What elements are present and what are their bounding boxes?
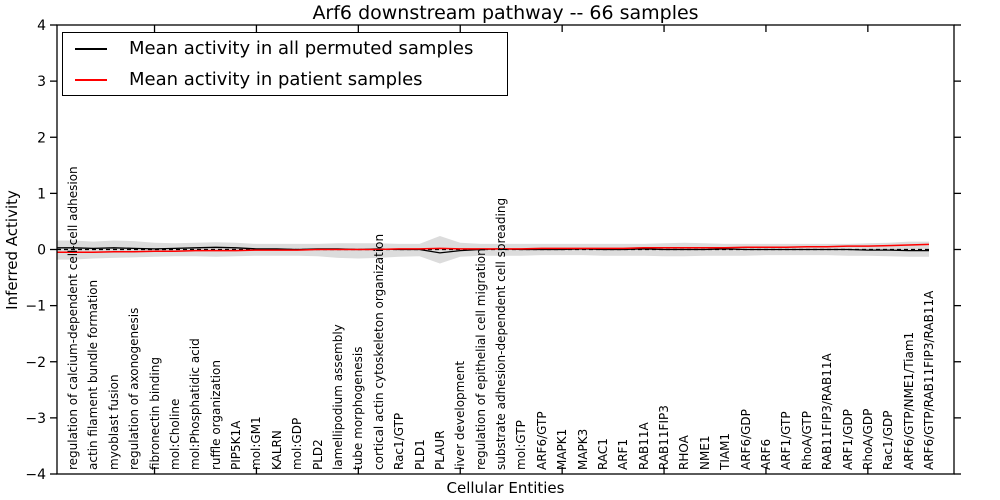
x-tick-label: ARF1/GTP bbox=[779, 411, 794, 470]
x-tick-label: NME1 bbox=[697, 435, 712, 470]
x-tick-label: tube morphogenesis bbox=[351, 346, 366, 470]
legend: Mean activity in all permuted samples Me… bbox=[62, 32, 508, 96]
patient-line-swatch bbox=[75, 78, 107, 81]
y-tick-label: 3 bbox=[37, 74, 46, 90]
x-tick-label: PLD2 bbox=[310, 439, 325, 470]
x-tick-label: ARF1 bbox=[616, 438, 631, 470]
x-tick-label: MAPK3 bbox=[575, 428, 590, 470]
x-tick-label: lamellipodium assembly bbox=[331, 324, 345, 470]
legend-item-patient: Mean activity in patient samples bbox=[75, 69, 507, 90]
x-tick-label: ARF6/GTP bbox=[534, 411, 549, 470]
x-tick-label: ARF6 bbox=[759, 438, 773, 470]
x-tick-label: PIP5K1A bbox=[229, 420, 243, 470]
x-tick-label: Rac1/GTP bbox=[392, 412, 407, 470]
chart-title: Arf6 downstream pathway -- 66 samples bbox=[312, 2, 699, 24]
y-tick-label: −1 bbox=[25, 299, 46, 315]
x-tick-label: fibronectin binding bbox=[147, 357, 162, 470]
x-tick-label: RHOA bbox=[677, 435, 692, 470]
x-tick-label: mol:Choline bbox=[167, 398, 182, 470]
x-tick-label: RAB11FIP3/RAB11A bbox=[820, 353, 835, 470]
x-tick-label: PLAUR bbox=[432, 430, 447, 470]
x-tick-label: mol:Phosphatidic acid bbox=[188, 338, 203, 470]
x-tick-label: regulation of axonogenesis bbox=[127, 307, 142, 470]
patient-mean-line bbox=[57, 243, 930, 254]
x-axis-label: Cellular Entities bbox=[446, 479, 565, 497]
x-tick-label: PLD1 bbox=[412, 439, 427, 470]
permuted-line-swatch bbox=[75, 47, 107, 50]
x-tick-label: ARF6/GTP/NME1/Tiam1 bbox=[901, 331, 916, 470]
x-tick-label: liver development bbox=[453, 360, 468, 470]
x-tick-label: mol:GDP bbox=[290, 417, 305, 470]
y-tick-label: 4 bbox=[37, 18, 46, 34]
x-tick-label: RhoA/GDP bbox=[860, 408, 875, 470]
x-tick-label: RAB11A bbox=[636, 422, 651, 470]
x-tick-label: RAB11FIP3 bbox=[657, 405, 671, 470]
x-tick-label: regulation of epithelial cell migration bbox=[473, 248, 488, 470]
y-tick-label: 0 bbox=[37, 243, 46, 259]
x-tick-label: substrate adhesion-dependent cell spread… bbox=[494, 197, 508, 470]
y-tick-label: −2 bbox=[25, 355, 46, 371]
y-tick-label: −4 bbox=[25, 467, 46, 483]
x-tick-label: cortical actin cytoskeleton organization bbox=[371, 233, 386, 470]
x-tick-label: ARF6/GDP bbox=[738, 409, 753, 470]
y-tick-label: 1 bbox=[37, 186, 46, 202]
x-tick-label: RAC1 bbox=[595, 438, 610, 470]
x-tick-label: regulation of calcium-dependent cell-cel… bbox=[66, 166, 80, 470]
x-tick-label: TIAM1 bbox=[718, 432, 733, 470]
x-tick-label: myoblast fusion bbox=[106, 374, 121, 470]
y-tick-label: −3 bbox=[25, 411, 46, 427]
x-tick-label: ruffle organization bbox=[208, 360, 223, 470]
x-tick-label: ARF1/GDP bbox=[840, 409, 855, 470]
x-tick-label: Rac1/GDP bbox=[881, 410, 896, 470]
x-tick-label: RhoA/GTP bbox=[799, 411, 814, 470]
legend-label-permuted: Mean activity in all permuted samples bbox=[129, 38, 474, 59]
x-tick-label: mol:GM1 bbox=[249, 416, 264, 470]
y-axis-label: Inferred Activity bbox=[3, 190, 21, 310]
x-tick-label: ARF6/GTP/RAB11FIP3/RAB11A bbox=[922, 290, 936, 470]
x-tick-label: KALRN bbox=[269, 430, 284, 470]
x-tick-label: mol:GTP bbox=[514, 420, 529, 470]
x-tick-label: actin filament bundle formation bbox=[86, 279, 101, 470]
y-tick-label: 2 bbox=[37, 130, 46, 146]
x-tick-label: MAPK1 bbox=[555, 428, 570, 470]
legend-item-permuted: Mean activity in all permuted samples bbox=[75, 38, 507, 59]
legend-label-patient: Mean activity in patient samples bbox=[129, 69, 423, 90]
